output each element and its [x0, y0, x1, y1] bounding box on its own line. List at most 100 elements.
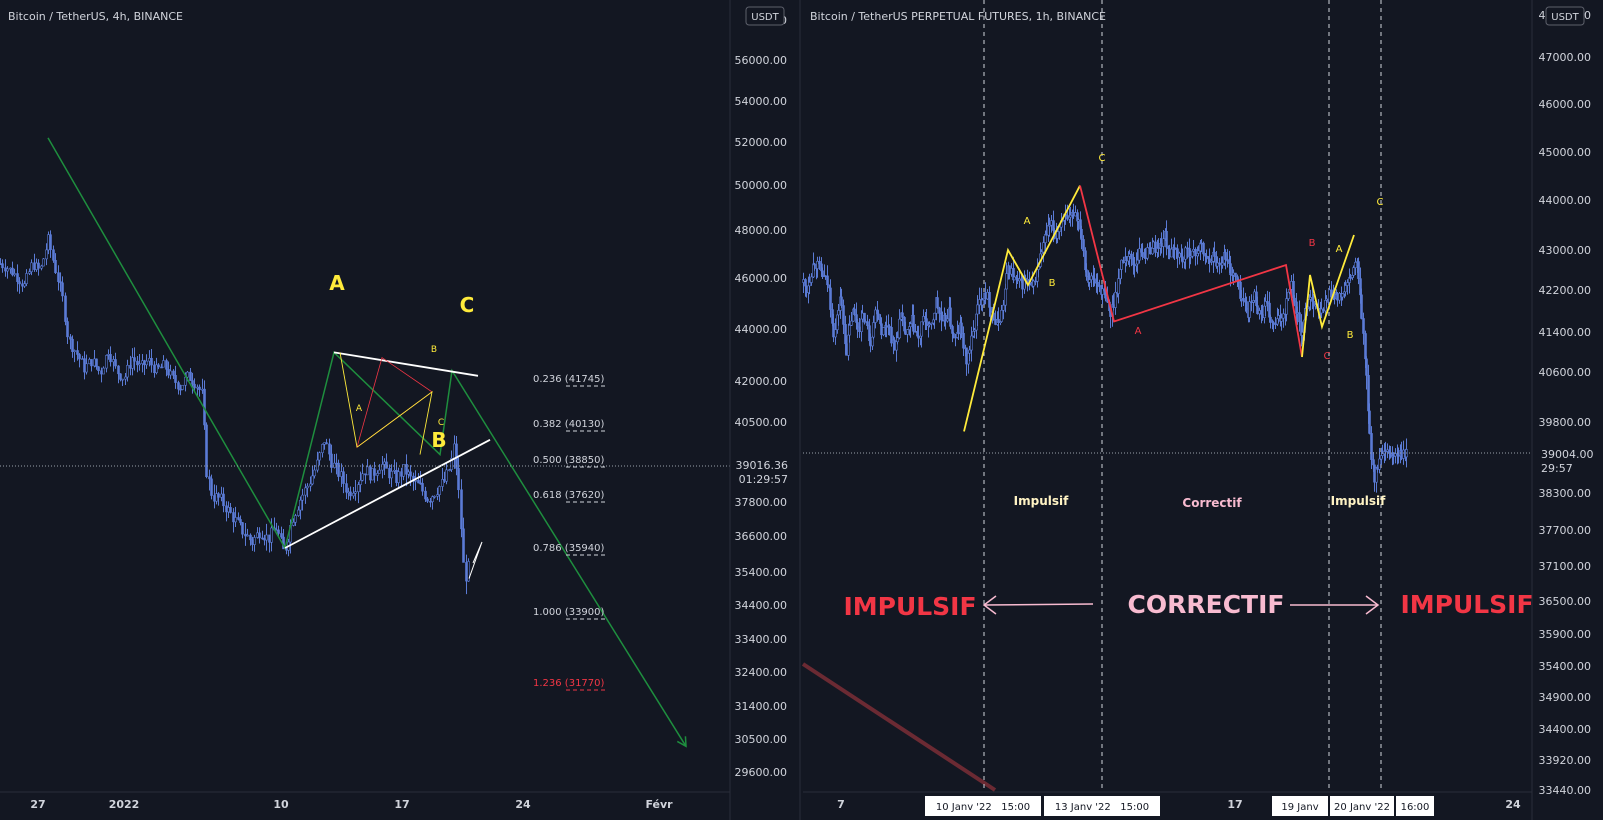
right-candle-body — [1133, 264, 1136, 267]
right-candle-body — [1160, 243, 1163, 247]
right-candle-body — [949, 307, 952, 327]
left-candle-body — [64, 295, 67, 322]
right-candle-body — [1130, 253, 1133, 260]
right-candle-body — [989, 307, 992, 312]
right-currency-badge[interactable] — [1545, 6, 1585, 26]
left-candle-body — [109, 354, 112, 363]
left-candle-body — [117, 365, 120, 375]
right-candle-body — [1376, 467, 1379, 470]
left-candle-body — [277, 529, 280, 534]
arrow-right-pink — [1290, 595, 1380, 615]
right-candle-body — [1392, 455, 1395, 457]
right-candle-body — [1274, 323, 1277, 326]
right-chart[interactable]: Bitcoin / TetherUS PERPETUAL FUTURES, 1h… — [801, 0, 1534, 792]
right-candle-body — [1170, 248, 1173, 258]
left-y-tick: 35400.00 — [735, 566, 788, 579]
left-candle-body — [417, 479, 420, 484]
left-candle-body — [71, 338, 74, 352]
left-y-tick: 36600.00 — [735, 530, 788, 543]
left-candle-body — [78, 354, 81, 360]
right-y-tick: 47000.00 — [1539, 51, 1592, 64]
right-candle-body — [853, 308, 856, 315]
left-candle-body — [270, 527, 273, 543]
left-candle-body — [246, 534, 249, 537]
left-candle-body — [361, 473, 364, 481]
right-candle-body — [944, 314, 947, 322]
right-candle-body — [848, 324, 851, 336]
left-candle-body — [349, 491, 352, 497]
right-candle-body — [1045, 233, 1048, 236]
right-candle-body — [962, 332, 965, 349]
date-badge — [1396, 796, 1434, 816]
left-candle-body — [124, 376, 127, 380]
left-candle-body — [448, 469, 451, 471]
left-candle-body — [9, 267, 12, 270]
right-candle-body — [1066, 215, 1069, 220]
left-currency-badge[interactable] — [745, 6, 785, 26]
right-chart-title: Bitcoin / TetherUS PERPETUAL FUTURES, 1h… — [810, 10, 1106, 23]
right-candle-body — [1189, 255, 1192, 258]
right-candle-body — [1205, 255, 1208, 258]
right-candle-body — [1400, 450, 1403, 459]
left-candle-body — [121, 378, 124, 381]
right-candle-body — [1381, 453, 1384, 456]
left-candle-body — [179, 388, 182, 391]
right-candle-body — [1040, 251, 1043, 255]
left-candle-body — [136, 360, 139, 366]
right-y-tick: 44000.00 — [1539, 194, 1592, 207]
wave-letter-b2: B — [1347, 330, 1354, 341]
left-candle-body — [201, 388, 204, 391]
right-candle-body — [1213, 251, 1216, 257]
right-candle-body — [1050, 220, 1053, 226]
right-candle-body — [837, 310, 840, 316]
left-candle-body — [83, 358, 86, 373]
right-candle-body — [1114, 291, 1117, 308]
left-candle-body — [462, 528, 465, 563]
left-candle-body — [45, 249, 48, 260]
right-candle-body — [1282, 313, 1285, 319]
date-badge — [1272, 796, 1328, 816]
right-candle-body — [1293, 297, 1296, 303]
left-candle-body — [301, 494, 304, 501]
right-candle-body — [1194, 249, 1197, 257]
left-y-tick: 50000.00 — [735, 179, 788, 192]
left-candle-body — [354, 491, 357, 494]
right-candle-body — [1261, 314, 1264, 318]
left-candle-body — [193, 383, 196, 389]
right-candle-body — [1162, 238, 1165, 247]
right-candle-body — [1354, 261, 1357, 268]
right-candle-body — [968, 349, 971, 354]
left-candle-body — [325, 442, 328, 445]
right-candle-body — [826, 275, 829, 286]
left-candle-body — [436, 494, 439, 497]
left-overlays — [47, 137, 687, 748]
left-y-tick: 33400.00 — [735, 633, 788, 646]
left-candle-body — [95, 358, 98, 368]
wave-label-big-c: C — [460, 293, 475, 317]
left-candle-body — [357, 484, 360, 493]
wave-letter-a2: A — [1336, 244, 1343, 255]
left-chart[interactable]: Bitcoin / TetherUS, 4h, BINANCE 0.236 (4… — [0, 10, 730, 748]
small-white-zigzag — [468, 541, 483, 579]
left-candle-body — [241, 522, 244, 535]
right-candle-body — [1250, 301, 1253, 304]
left-candle-body — [304, 487, 307, 496]
right-candle-body — [808, 282, 811, 287]
right-currency-badge-text: USDT — [1551, 12, 1579, 23]
right-candle-body — [1117, 278, 1120, 294]
wave-label-big-a: A — [329, 271, 345, 295]
right-candle-body — [1280, 317, 1283, 322]
phase-label-impulsif-1: Impulsif — [1014, 494, 1069, 508]
right-candle-body — [829, 287, 832, 310]
right-candle-body — [1277, 315, 1280, 320]
left-candle-body — [100, 370, 103, 375]
left-candle-body — [265, 534, 268, 541]
left-candle-body — [381, 464, 384, 471]
right-y-tick: 36500.00 — [1539, 595, 1592, 608]
right-candle-body — [1221, 262, 1224, 266]
wave-letter-c-red: C — [1324, 351, 1331, 362]
right-candle-body — [1157, 247, 1160, 250]
left-candle-body — [143, 360, 146, 366]
left-candle-body — [85, 363, 88, 373]
